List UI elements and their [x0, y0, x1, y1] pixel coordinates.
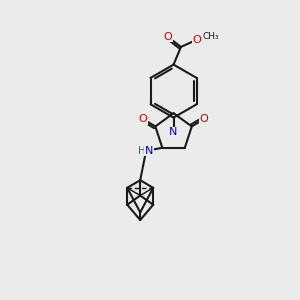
Text: O: O: [163, 32, 172, 42]
Text: CH₃: CH₃: [202, 32, 219, 41]
Text: O: O: [200, 114, 208, 124]
Text: N: N: [169, 127, 178, 137]
Text: O: O: [139, 114, 147, 124]
Text: O: O: [193, 34, 202, 45]
Text: H: H: [138, 146, 146, 156]
Text: N: N: [145, 146, 153, 156]
